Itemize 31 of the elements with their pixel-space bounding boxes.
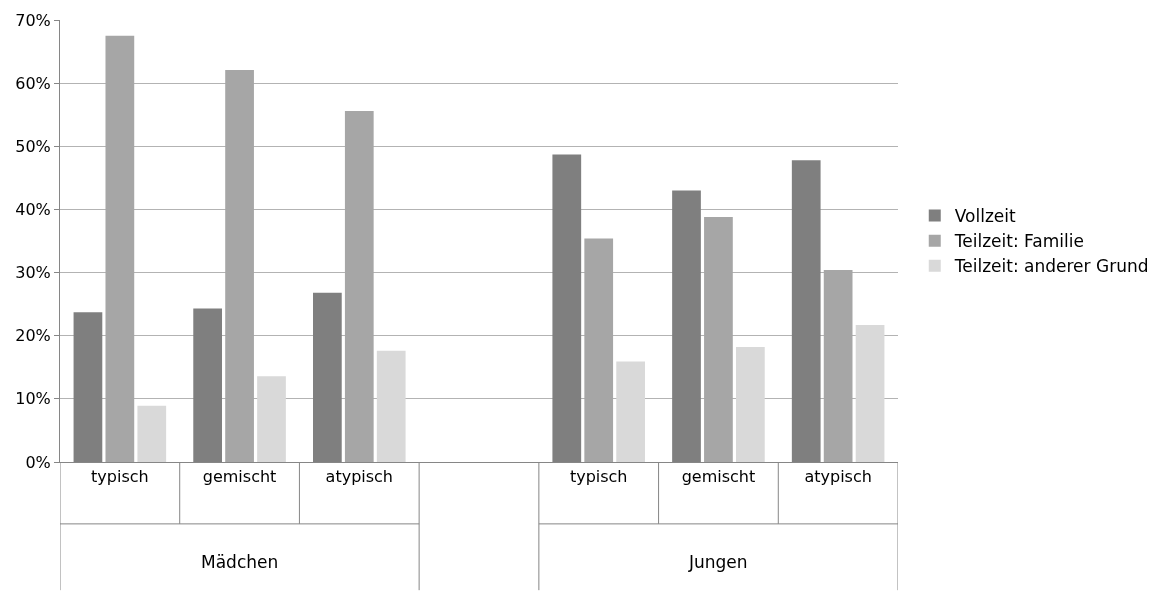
- x-tick-label: gemischt: [202, 467, 277, 487]
- y-tick-label: 50%: [15, 136, 51, 156]
- bar: [584, 238, 614, 462]
- bar: [735, 347, 765, 462]
- y-tick-label: 0%: [25, 452, 51, 472]
- bar: [616, 361, 645, 462]
- legend-label: Teilzeit: Familie: [953, 231, 1084, 252]
- y-tick-label: 60%: [15, 73, 51, 93]
- y-tick-label: 30%: [15, 263, 51, 283]
- x-tick-label: atypisch: [804, 467, 872, 487]
- x-tick-label: atypisch: [325, 467, 393, 487]
- bar: [137, 405, 167, 462]
- x-tick-label: typisch: [569, 467, 628, 487]
- y-tick-label: 40%: [15, 200, 51, 220]
- bar: [257, 376, 286, 462]
- bar: [855, 324, 885, 462]
- x-tick-label: gemischt: [681, 467, 756, 487]
- y-tick-label: 10%: [15, 389, 51, 409]
- bar: [823, 270, 853, 462]
- legend-label: Vollzeit: [954, 206, 1017, 227]
- x-tick-label: typisch: [91, 467, 149, 487]
- bar: [225, 69, 254, 462]
- text: Jungen: [688, 552, 748, 572]
- legend-label: Teilzeit: anderer Grund: [953, 256, 1149, 277]
- bar: [376, 350, 406, 462]
- bar: [704, 217, 733, 462]
- y-tick-label: 20%: [15, 326, 51, 346]
- y-tick-label: 70%: [15, 10, 51, 30]
- text: Mädchen: [201, 552, 279, 572]
- bar: [344, 110, 374, 462]
- bar: [105, 35, 135, 462]
